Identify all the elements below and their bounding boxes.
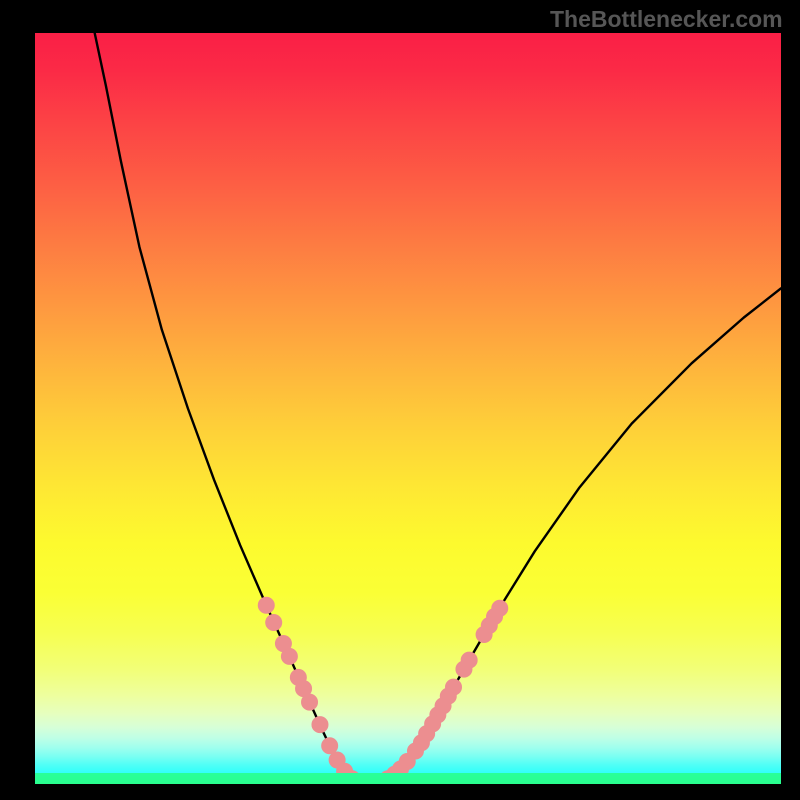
marker-dot [322, 738, 338, 754]
green-band [35, 773, 781, 784]
watermark-text: TheBottlenecker.com [550, 6, 783, 33]
plot-area [35, 33, 781, 784]
marker-dot [461, 652, 477, 668]
marker-dot [492, 600, 508, 616]
marker-dot [258, 597, 274, 613]
marker-dot [302, 694, 318, 710]
marker-dot [446, 679, 462, 695]
marker-dot [281, 648, 297, 664]
marker-dots [35, 33, 781, 784]
marker-dot [312, 717, 328, 733]
stage: TheBottlenecker.com [0, 0, 800, 800]
marker-dot [266, 615, 282, 631]
